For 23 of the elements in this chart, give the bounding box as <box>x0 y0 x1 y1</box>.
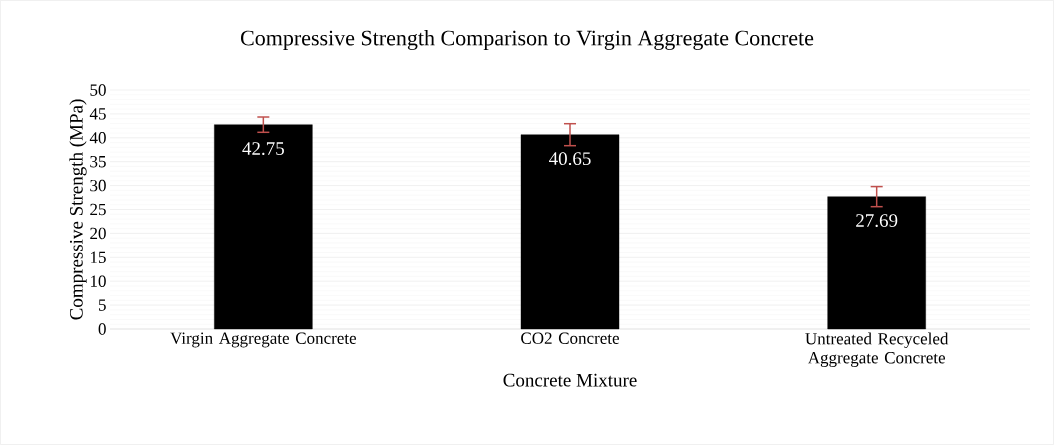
y-tick-label: 15 <box>90 251 106 263</box>
chart-title: Compressive Strength Comparison to Virgin Aggregate Concrete <box>240 29 814 50</box>
y-tick-label: 5 <box>98 299 106 311</box>
y-tick-label: 20 <box>90 227 106 240</box>
y-axis-title: Compressive Strength (MPa) <box>69 99 87 320</box>
x-tick-label: Untreated Recyceled Aggregate Concrete <box>805 332 949 367</box>
y-tick-label: 25 <box>90 203 106 216</box>
y-tick-label: 45 <box>89 108 106 120</box>
bar <box>827 196 926 330</box>
y-tick-label: 50 <box>90 84 106 96</box>
data-label: 40.65 <box>549 152 591 166</box>
x-tick-label: Virgin Aggregate Concrete <box>170 332 357 348</box>
y-tick-label: 0 <box>98 323 106 335</box>
x-axis-title: Concrete Mixture <box>503 373 637 387</box>
bar <box>214 124 313 330</box>
y-tick-label: 10 <box>90 275 106 287</box>
y-tick-label: 30 <box>90 179 106 192</box>
x-tick-label: CO2 Concrete <box>521 332 619 344</box>
y-tick-label: 35 <box>90 155 106 168</box>
bar <box>520 134 620 330</box>
data-label: 42.75 <box>242 142 284 156</box>
y-tick-label: 40 <box>89 132 106 144</box>
data-label: 27.69 <box>856 214 898 228</box>
